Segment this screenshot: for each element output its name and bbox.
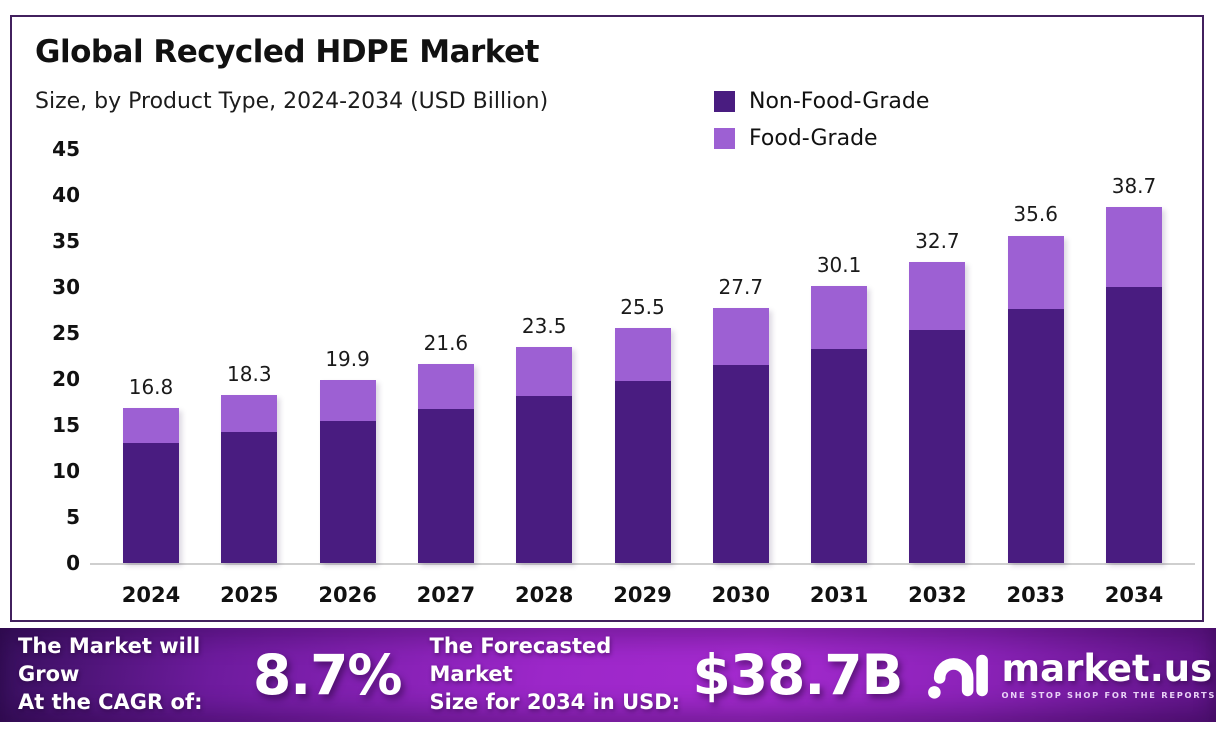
bar-stack-2033 [1007, 235, 1064, 563]
marketus-logo-tagline: ONE STOP SHOP FOR THE REPORTS [1001, 690, 1216, 700]
bar-segment-food-grade-2034 [1106, 206, 1162, 287]
bar-stack-2024 [123, 408, 179, 563]
y-axis-tick-45: 45 [52, 137, 80, 161]
x-axis-label-2025: 2025 [220, 583, 279, 607]
bar-segment-food-grade-2026 [319, 379, 376, 422]
bar-segment-non-food-grade-2033 [1007, 309, 1064, 563]
bar-stack-2030 [712, 308, 769, 563]
forecast-value: $38.7B [692, 643, 904, 707]
bar-stack-2028 [516, 346, 573, 563]
bar-value-label-2034: 38.7 [1111, 173, 1157, 198]
bar-segment-food-grade-2030 [712, 308, 769, 366]
y-axis-tick-15: 15 [52, 413, 80, 437]
bar-stack-2029 [614, 328, 671, 563]
bar-value-label-2029: 25.5 [620, 295, 665, 320]
bar-value-label-2030: 27.7 [718, 275, 764, 300]
chart-legend: Non-Food-Grade Food-Grade [714, 89, 929, 151]
bar-segment-non-food-grade-2034 [1106, 287, 1162, 563]
y-axis-tick-5: 5 [66, 505, 80, 529]
bar-segment-non-food-grade-2026 [319, 421, 376, 563]
x-axis-label-2027: 2027 [416, 583, 476, 607]
y-axis-tick-30: 30 [52, 275, 80, 299]
x-axis-label-2033: 2033 [1006, 583, 1065, 607]
bar-segment-food-grade-2029 [614, 328, 671, 381]
x-axis-label-2031: 2031 [809, 583, 869, 607]
chart-card: Global Recycled HDPE Market Size, by Pro… [10, 15, 1204, 622]
bar-segment-non-food-grade-2028 [516, 395, 573, 563]
bar-stack-2026 [319, 379, 376, 563]
bar-segment-food-grade-2025 [221, 394, 278, 433]
x-axis-label-2034: 2034 [1104, 583, 1164, 607]
cagr-caption: The Market will Grow At the CAGR of: [18, 633, 253, 716]
y-axis-tick-40: 40 [52, 183, 80, 207]
bar-segment-non-food-grade-2027 [417, 409, 474, 563]
bar-value-label-2025: 18.3 [227, 361, 272, 386]
footer-banner: The Market will Grow At the CAGR of: 8.7… [0, 628, 1216, 722]
bar-value-label-2031: 30.1 [816, 253, 862, 278]
bar-segment-food-grade-2031 [811, 286, 868, 349]
marketus-logo-text: market.us [1001, 647, 1213, 690]
bar-segment-non-food-grade-2032 [909, 330, 966, 563]
legend-swatch-icon [714, 91, 735, 112]
bar-value-label-2032: 32.7 [915, 229, 960, 254]
bar-value-label-2024: 16.8 [128, 375, 174, 400]
bar-segment-non-food-grade-2025 [221, 432, 278, 563]
bar-stack-2027 [417, 364, 474, 563]
legend-swatch-icon [714, 128, 735, 149]
bar-stack-2025 [221, 394, 278, 563]
bar-segment-non-food-grade-2024 [123, 443, 179, 563]
x-axis-label-2024: 2024 [121, 583, 181, 607]
page-title: Global Recycled HDPE Market [35, 34, 539, 70]
x-axis-label-2026: 2026 [318, 583, 377, 607]
y-axis-tick-0: 0 [66, 551, 80, 575]
legend-item-non-food-grade: Non-Food-Grade [714, 89, 929, 114]
cagr-value: 8.7% [252, 643, 403, 707]
y-axis-tick-10: 10 [52, 459, 80, 483]
x-axis-line [90, 563, 1195, 565]
bar-segment-food-grade-2033 [1007, 235, 1064, 310]
bar-segment-food-grade-2027 [417, 364, 474, 410]
x-axis-label-2028: 2028 [514, 583, 574, 607]
y-axis: 0 5 10 15 20 25 30 35 40 45 [32, 137, 80, 575]
bar-value-label-2028: 23.5 [521, 313, 567, 338]
legend-label: Food-Grade [749, 126, 878, 151]
chart-subtitle: Size, by Product Type, 2024-2034 (USD Bi… [35, 89, 549, 114]
bar-value-label-2027: 21.6 [423, 331, 469, 356]
legend-label: Non-Food-Grade [749, 89, 930, 114]
bar-stack-2034 [1106, 206, 1162, 563]
y-axis-tick-25: 25 [52, 321, 80, 345]
bar-stack-2032 [909, 262, 966, 563]
y-axis-tick-20: 20 [52, 367, 80, 391]
plot-area: 16.8 2024 18.3 2025 19.9 2026 21.6 2027 23.5 2028… [90, 149, 1195, 607]
forecast-caption: The Forecasted Market Size for 2034 in U… [430, 633, 693, 716]
bar-segment-food-grade-2032 [909, 262, 966, 331]
marketus-logo-textblock: market.us ONE STOP SHOP FOR THE REPORTS [1002, 650, 1216, 700]
y-axis-tick-35: 35 [52, 229, 80, 253]
bar-segment-non-food-grade-2029 [614, 380, 671, 563]
forecast-caption-line1: The Forecasted Market [429, 634, 612, 687]
bar-stack-2031 [811, 286, 868, 563]
bar-value-label-2026: 19.9 [325, 346, 370, 371]
bar-segment-food-grade-2024 [123, 408, 179, 444]
forecast-caption-line2: Size for 2034 in USD: [429, 689, 681, 714]
bar-segment-food-grade-2028 [516, 346, 573, 396]
x-axis-label-2030: 2030 [711, 583, 771, 607]
x-axis-label-2029: 2029 [613, 583, 672, 607]
bar-value-label-2033: 35.6 [1013, 202, 1058, 227]
x-axis-label-2032: 2032 [908, 583, 967, 607]
bar-segment-non-food-grade-2030 [712, 365, 769, 563]
legend-item-food-grade: Food-Grade [714, 126, 929, 151]
marketus-logo-icon [927, 654, 988, 699]
cagr-caption-line1: The Market will Grow [18, 634, 201, 687]
cagr-caption-line2: At the CAGR of: [18, 689, 203, 714]
bar-segment-non-food-grade-2031 [811, 348, 868, 563]
marketus-logo: market.us ONE STOP SHOP FOR THE REPORTS [927, 648, 1216, 702]
